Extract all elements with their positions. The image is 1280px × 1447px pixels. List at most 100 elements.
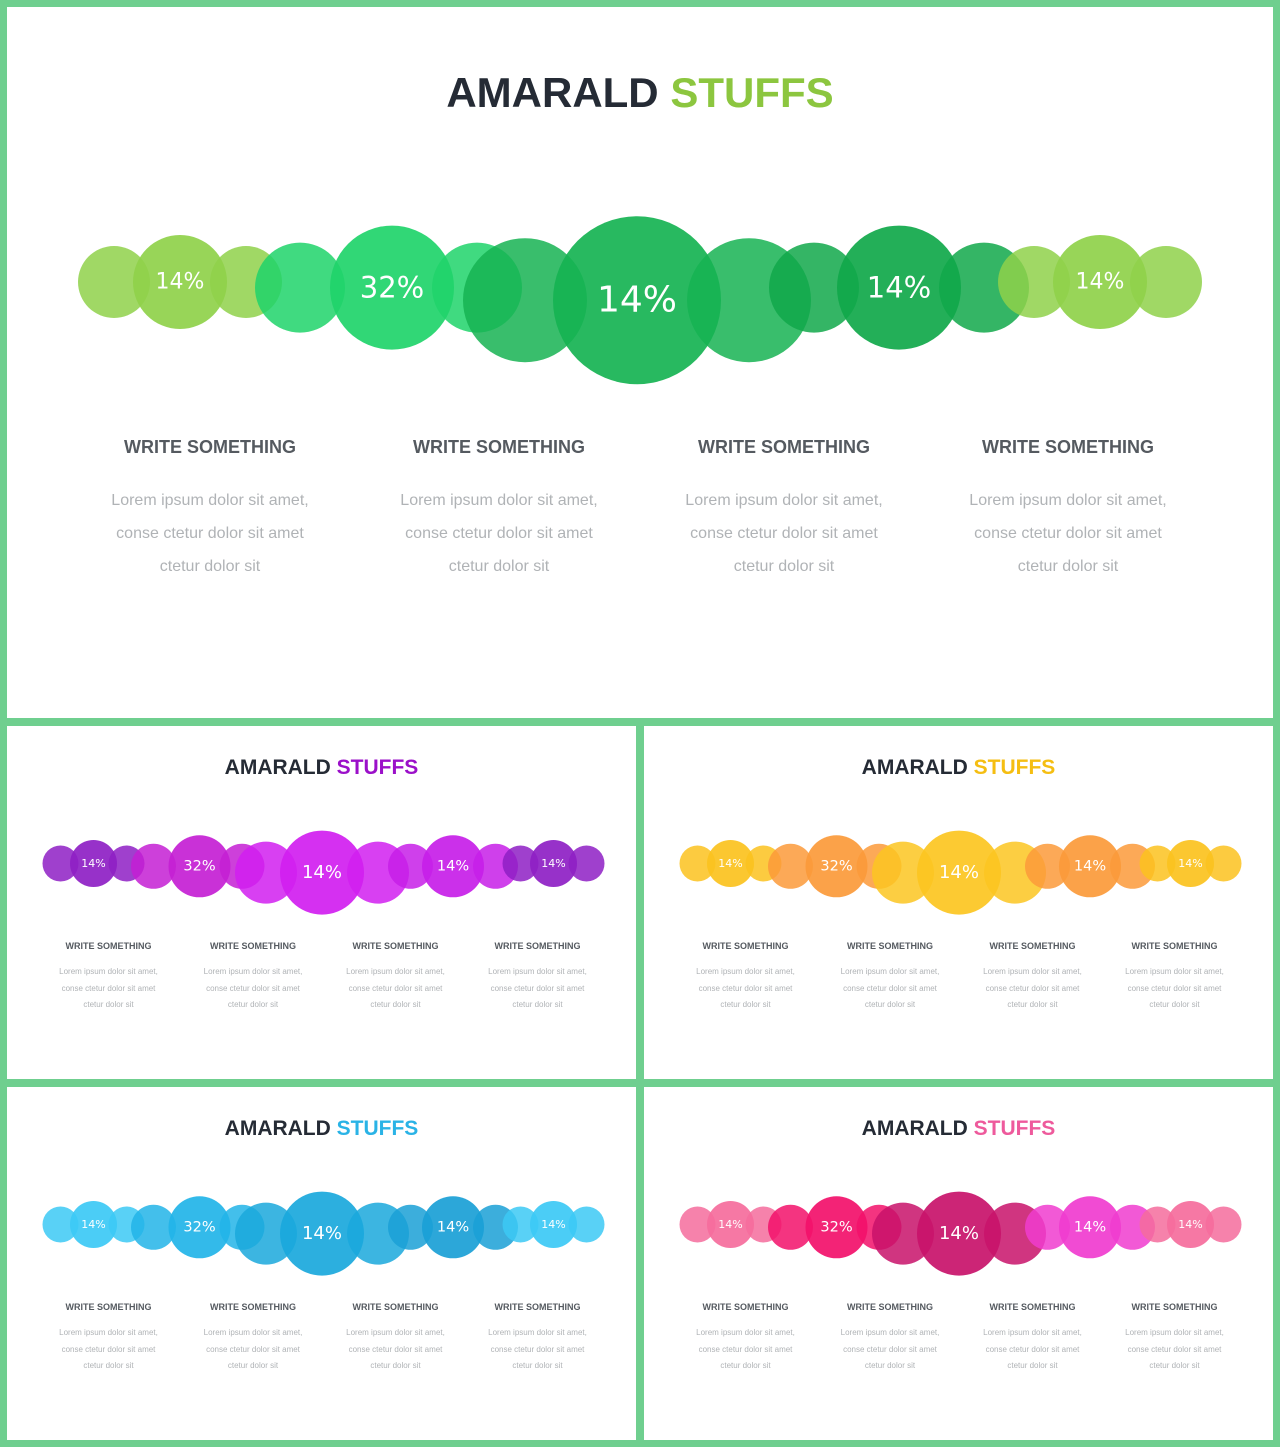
bubble-side-4-1 [568, 1206, 605, 1243]
column-body-text: Lorem ipsum dolor sit amet, conse ctetur… [983, 967, 1082, 1009]
bubble-label-2: 14% [302, 1223, 342, 1244]
bubble-diagram: 14% 32% 14% 14% 14% [78, 216, 1202, 385]
bubble-main-4 [530, 1201, 577, 1248]
text-column-1: WRITE SOMETHING Lorem ipsum dolor sit ame… [188, 1302, 318, 1375]
bubble-side-1-0 [131, 1204, 176, 1250]
column-heading: WRITE SOMETHING [210, 941, 296, 951]
bubble-main-3 [422, 1196, 484, 1259]
bubble-main-2 [917, 1191, 1001, 1276]
bubble-side-2-0 [463, 238, 587, 363]
bubble-side-1-0 [768, 1204, 813, 1250]
column-body-text: Lorem ipsum dolor sit amet, conse ctetur… [983, 1328, 1082, 1370]
column-body-text: Lorem ipsum dolor sit amet, conse ctetur… [840, 967, 940, 1009]
bubble-side-0-0 [42, 1206, 79, 1243]
bubble-label-4: 14% [1178, 857, 1202, 870]
text-column-1: WRITE SOMETHING Lorem ipsum dolor sit ame… [369, 437, 629, 583]
slide-title: AMARALD STUFFS [644, 756, 1273, 780]
bubble-side-2-0 [235, 841, 297, 904]
bubble-main-1 [330, 225, 454, 350]
bubble-side-4-0 [1139, 1206, 1176, 1243]
bubble-label-1: 32% [360, 271, 424, 305]
column-heading: WRITE SOMETHING [494, 1302, 581, 1312]
bubble-label-0: 14% [718, 857, 742, 870]
slide-main: 14% 32% 14% 14% 14% AMARALD STUFFS WRITE SOM… [7, 7, 1273, 718]
bubble-label-3: 14% [867, 271, 931, 305]
bubble-main-2 [280, 1191, 364, 1276]
text-column-0: WRITE SOMETHING Lorem ipsum dolor sit ame… [681, 941, 811, 1014]
bubble-side-0-0 [679, 845, 716, 882]
bubble-diagram: 14% 32% 14% 14% 14% [679, 830, 1242, 915]
bubble-main-1 [805, 1196, 868, 1259]
title-part2: STUFFS [973, 1117, 1056, 1140]
bubble-side-3-0 [769, 242, 859, 333]
bubble-main-3 [837, 225, 961, 350]
bubble-main-2 [553, 216, 721, 385]
bubble-side-1-0 [768, 843, 813, 889]
column-heading: WRITE SOMETHING [210, 1302, 296, 1312]
column-body-text: Lorem ipsum dolor sit amet, conse ctetur… [696, 1328, 795, 1370]
bubble-main-1 [168, 1196, 231, 1259]
column-body-text: Lorem ipsum dolor sit amet, conse ctetur… [59, 1328, 158, 1370]
text-column-0: WRITE SOMETHING Lorem ipsum dolor sit ame… [44, 1302, 174, 1375]
bubble-diagram: 14% 32% 14% 14% 14% [42, 1191, 605, 1276]
column-body-text: Lorem ipsum dolor sit amet, conse ctetur… [696, 967, 795, 1009]
bubble-main-4 [530, 840, 577, 887]
text-column-1: WRITE SOMETHING Lorem ipsum dolor sit ame… [825, 941, 955, 1014]
bubble-label-0: 14% [718, 1218, 742, 1231]
column-body-text: Lorem ipsum dolor sit amet, conse ctetur… [685, 492, 883, 575]
column-heading: WRITE SOMETHING [989, 941, 1076, 951]
bubble-main-1 [168, 835, 231, 898]
slide-title: AMARALD STUFFS [7, 1117, 636, 1141]
column-body-text: Lorem ipsum dolor sit amet, conse ctetur… [346, 1328, 445, 1370]
bubble-side-4-1 [1205, 845, 1242, 882]
bubble-side-4-1 [1130, 246, 1202, 318]
bubble-label-0: 14% [81, 1218, 105, 1231]
text-column-3: WRITE SOMETHING Lorem ipsum dolor sit ame… [473, 941, 603, 1014]
column-body-text: Lorem ipsum dolor sit amet, conse ctetur… [346, 967, 445, 1009]
column-heading: WRITE SOMETHING [1131, 941, 1218, 951]
bubble-side-2-0 [235, 1202, 297, 1265]
bubble-main-3 [422, 835, 484, 898]
column-heading: WRITE SOMETHING [847, 1302, 933, 1312]
bubble-label-3: 14% [437, 1219, 469, 1235]
slide-title: AMARALD STUFFS [7, 69, 1273, 117]
column-heading: WRITE SOMETHING [413, 437, 585, 457]
bubble-side-1-0 [131, 843, 176, 889]
title-part2: STUFFS [336, 1117, 419, 1140]
bubble-label-2: 14% [939, 1223, 979, 1244]
bubble-main-1 [805, 835, 868, 898]
bubble-label-3: 14% [437, 858, 469, 874]
bubble-main-0 [707, 840, 754, 887]
column-heading: WRITE SOMETHING [702, 1302, 789, 1312]
column-body-text: Lorem ipsum dolor sit amet, conse ctetur… [969, 492, 1167, 575]
text-column-1: WRITE SOMETHING Lorem ipsum dolor sit ame… [188, 941, 318, 1014]
column-heading: WRITE SOMETHING [65, 1302, 152, 1312]
bubble-main-2 [917, 830, 1001, 915]
column-body-text: Lorem ipsum dolor sit amet, conse ctetur… [1125, 967, 1224, 1009]
column-heading: WRITE SOMETHING [65, 941, 152, 951]
column-heading: WRITE SOMETHING [982, 437, 1154, 457]
text-column-0: WRITE SOMETHING Lorem ipsum dolor sit ame… [44, 941, 174, 1014]
text-column-2: WRITE SOMETHING Lorem ipsum dolor sit ame… [654, 437, 914, 583]
text-column-3: WRITE SOMETHING Lorem ipsum dolor sit ame… [473, 1302, 603, 1375]
bubble-label-0: 14% [81, 857, 105, 870]
column-heading: WRITE SOMETHING [989, 1302, 1076, 1312]
slide-pink: 14% 32% 14% 14% 14% AMARALD STUFFS WRITE SOM… [644, 1087, 1273, 1440]
column-body-text: Lorem ipsum dolor sit amet, conse ctetur… [203, 1328, 303, 1370]
column-heading: WRITE SOMETHING [1131, 1302, 1218, 1312]
bubble-main-4 [1053, 235, 1147, 329]
column-body-text: Lorem ipsum dolor sit amet, conse ctetur… [1125, 1328, 1224, 1370]
column-body-text: Lorem ipsum dolor sit amet, conse ctetur… [840, 1328, 940, 1370]
bubble-label-4: 14% [1076, 270, 1125, 295]
text-column-0: WRITE SOMETHING Lorem ipsum dolor sit ame… [681, 1302, 811, 1375]
column-heading: WRITE SOMETHING [494, 941, 581, 951]
column-heading: WRITE SOMETHING [352, 1302, 439, 1312]
column-heading: WRITE SOMETHING [124, 437, 296, 457]
bubble-diagram: 14% 32% 14% 14% 14% [679, 1191, 1242, 1276]
column-heading: WRITE SOMETHING [702, 941, 789, 951]
slide-title: AMARALD STUFFS [7, 756, 636, 780]
bubble-label-2: 14% [597, 280, 677, 321]
bubble-label-0: 14% [156, 270, 205, 295]
title-part2: STUFFS [670, 69, 834, 116]
bubble-side-3-0 [1025, 843, 1070, 889]
